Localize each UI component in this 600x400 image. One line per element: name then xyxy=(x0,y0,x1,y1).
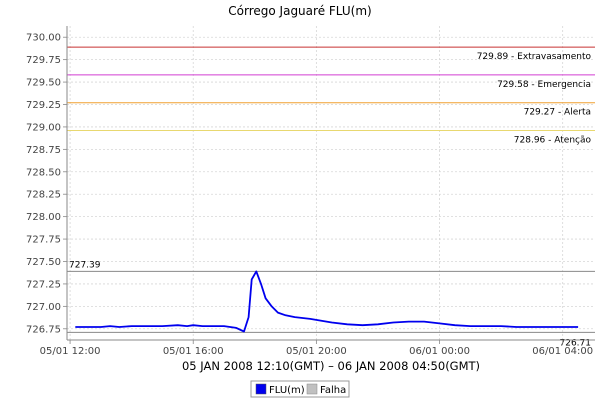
legend: FLU(m) Falha xyxy=(250,380,350,398)
x-axis-title: 05 JAN 2008 12:10(GMT) – 06 JAN 2008 04:… xyxy=(182,359,480,373)
x-tick-label: 06/01 04:00 xyxy=(532,346,593,357)
y-tick-label: 727.50 xyxy=(26,257,61,268)
series-layer xyxy=(75,270,579,333)
chart-title: Córrego Jaguaré FLU(m) xyxy=(228,4,371,18)
y-tick-label: 726.75 xyxy=(26,324,61,335)
x-tick-label: 05/01 20:00 xyxy=(286,346,347,357)
reference-lines: 729.89 - Extravasamento 729.58 - Emergenc… xyxy=(67,46,595,146)
legend-label-flu: FLU(m) xyxy=(269,385,305,396)
reference-line-label: 728.96 - Atenção xyxy=(514,136,592,146)
reference-line-label: 729.58 - Emergencia xyxy=(497,80,591,90)
y-tick-label: 728.50 xyxy=(26,167,61,178)
y-tick-label: 728.25 xyxy=(26,190,61,201)
axes: 726.75 727.00 727.25 727.50 727.75 728.00 728.… xyxy=(26,26,595,357)
legend-label-falha: Falha xyxy=(320,385,346,396)
min-max-markers: 727.39 726.71 xyxy=(67,260,595,348)
series-line-flu xyxy=(75,270,579,333)
y-tick-label: 730.00 xyxy=(26,33,61,44)
y-tick-label: 729.75 xyxy=(26,55,61,66)
reference-line-label: 729.27 - Alerta xyxy=(524,108,591,118)
y-tick-label: 729.25 xyxy=(26,100,61,111)
y-tick-label: 728.00 xyxy=(26,212,61,223)
y-tick-label: 729.50 xyxy=(26,78,61,89)
grid xyxy=(67,26,595,340)
marker-label: 726.71 xyxy=(560,338,592,348)
y-tick-label: 727.25 xyxy=(26,279,61,290)
reference-line-label: 729.89 - Extravasamento xyxy=(477,52,592,62)
legend-swatch-flu xyxy=(255,383,267,395)
plot-area xyxy=(67,26,595,340)
x-tick-label: 06/01 00:00 xyxy=(409,346,470,357)
y-tick-label: 729.00 xyxy=(26,122,61,133)
y-tick-label: 728.75 xyxy=(26,145,61,156)
legend-swatch-falha xyxy=(306,383,318,395)
y-tick-label: 727.75 xyxy=(26,235,61,246)
marker-label: 727.39 xyxy=(69,260,101,270)
x-tick-label: 05/01 16:00 xyxy=(163,346,224,357)
x-tick-label: 05/01 12:00 xyxy=(40,346,101,357)
legend-frame xyxy=(250,380,350,398)
y-tick-label: 727.00 xyxy=(26,302,61,313)
